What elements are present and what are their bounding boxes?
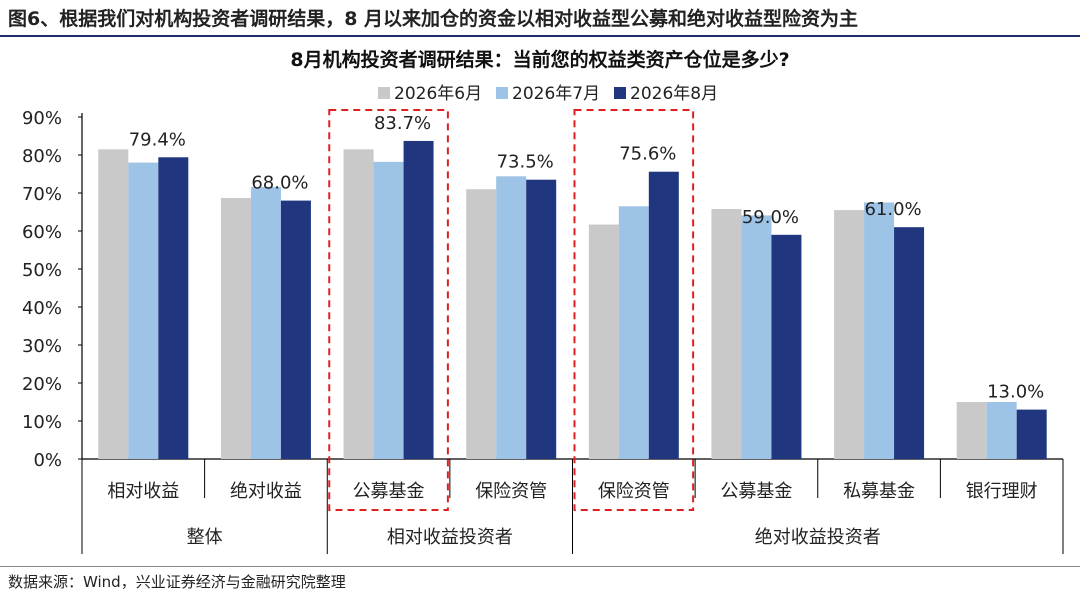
bar [280, 200, 311, 459]
data-label: 75.6% [619, 144, 676, 165]
data-label: 73.5% [497, 152, 554, 173]
bar [373, 161, 404, 459]
x-tick-label: 保险资管 [598, 481, 670, 502]
y-tick-label: 10% [22, 412, 62, 433]
bar [894, 227, 925, 459]
bar [250, 186, 281, 460]
plot-area: 0% 10% 20% 30% 40% 50% 60% 70% 80% 90% 79.4% 相对收益 68… [22, 108, 1064, 554]
group-label: 绝对收益投资者 [755, 527, 881, 548]
y-tick-label: 0% [33, 450, 62, 471]
y-tick-label: 60% [22, 222, 62, 243]
legend-swatch [614, 87, 626, 99]
bar-chart-svg: 8月机构投资者调研结果：当前您的权益类资产仓位是多少? 2026年6月 2026年… [22, 48, 1064, 554]
bar [864, 202, 895, 459]
highlight-box [573, 109, 695, 511]
legend-label: 2026年8月 [630, 84, 718, 104]
data-label: 68.0% [251, 173, 308, 194]
title-rule [0, 35, 1080, 37]
legend-label: 2026年6月 [394, 84, 482, 104]
bar [741, 215, 772, 459]
chart-title: 8月机构投资者调研结果：当前您的权益类资产仓位是多少? [290, 48, 789, 71]
y-tick-label: 50% [22, 260, 62, 281]
bar [343, 149, 374, 460]
y-tick-label: 40% [22, 298, 62, 319]
bar [834, 210, 865, 459]
data-label: 61.0% [864, 199, 921, 220]
bar [711, 208, 742, 459]
legend-swatch [378, 87, 390, 99]
y-tick-label: 70% [22, 184, 62, 205]
data-label: 83.7% [374, 113, 431, 134]
footer-rule [0, 566, 1080, 567]
legend-swatch [496, 87, 508, 99]
bar [496, 176, 527, 459]
source-note: 数据来源：Wind，兴业证券经济与金融研究院整理 [8, 573, 346, 591]
x-tick-label: 绝对收益 [230, 481, 302, 502]
bar [771, 234, 802, 459]
bar [648, 171, 679, 459]
x-tick-label: 私募基金 [843, 481, 915, 502]
data-label: 13.0% [987, 382, 1044, 403]
chart: 8月机构投资者调研结果：当前您的权益类资产仓位是多少? 2026年6月 2026年… [0, 38, 1080, 568]
x-tick-label: 公募基金 [353, 481, 425, 502]
bar [128, 162, 159, 459]
bar [526, 179, 557, 459]
bar [588, 224, 619, 459]
y-tick-label: 30% [22, 336, 62, 357]
bar [98, 149, 129, 460]
bar [466, 189, 497, 459]
bar [956, 402, 987, 459]
highlight-box [328, 109, 449, 511]
bar [618, 206, 649, 459]
x-tick-label: 保险资管 [475, 481, 547, 502]
x-tick-label: 公募基金 [720, 481, 792, 502]
x-tick-label: 相对收益 [107, 481, 179, 502]
data-label: 79.4% [129, 129, 186, 150]
y-tick-label: 20% [22, 374, 62, 395]
data-label: 59.0% [742, 207, 799, 228]
bar [158, 157, 189, 459]
legend: 2026年6月 2026年7月 2026年8月 [378, 84, 718, 104]
x-tick-label: 银行理财 [966, 481, 1038, 502]
bar [403, 140, 434, 459]
y-tick-label: 90% [22, 108, 62, 129]
bar [220, 197, 251, 459]
bar [986, 402, 1017, 459]
y-tick-label: 80% [22, 146, 62, 167]
bar [1016, 409, 1047, 459]
group-label: 整体 [187, 527, 223, 548]
figure-title: 图6、根据我们对机构投资者调研结果，8 月以来加仓的资金以相对收益型公募和绝对收… [8, 8, 859, 30]
legend-label: 2026年7月 [512, 84, 600, 104]
group-label: 相对收益投资者 [387, 527, 513, 548]
